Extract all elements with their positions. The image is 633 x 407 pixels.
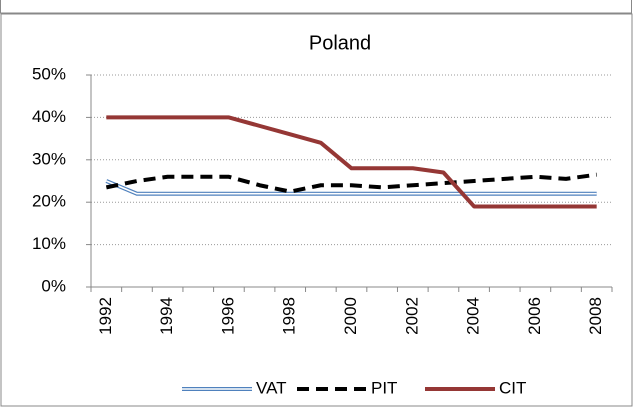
x-tick-label: 2000 [341,297,360,335]
x-tick-label: 1998 [280,297,299,335]
chart-frame [0,13,633,407]
y-tick-label: 10% [32,234,66,253]
x-tick-label: 1992 [96,297,115,335]
previous-frame [0,0,632,14]
x-tick-label: 1994 [157,297,176,335]
x-tick-label: 1996 [218,297,237,335]
x-tick-label: 2006 [525,297,544,335]
y-tick-label: 0% [41,276,66,295]
x-tick-label: 2004 [464,297,483,335]
y-tick-label: 30% [32,149,66,168]
series-line [105,172,597,194]
y-tick-label: 50% [32,64,66,83]
y-tick-label: 40% [32,107,66,126]
y-tick-label: 20% [32,192,66,211]
series-line-inner [106,180,597,195]
x-tick-label: 2008 [586,297,605,335]
legend-label: VAT [256,378,287,397]
legend-label: CIT [499,378,526,397]
series-line [106,115,597,209]
legend-label: PIT [371,378,397,397]
x-tick-label: 2002 [402,297,421,335]
chart-title: Poland [309,32,371,54]
